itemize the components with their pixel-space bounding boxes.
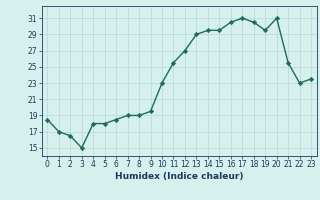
X-axis label: Humidex (Indice chaleur): Humidex (Indice chaleur)	[115, 172, 244, 181]
